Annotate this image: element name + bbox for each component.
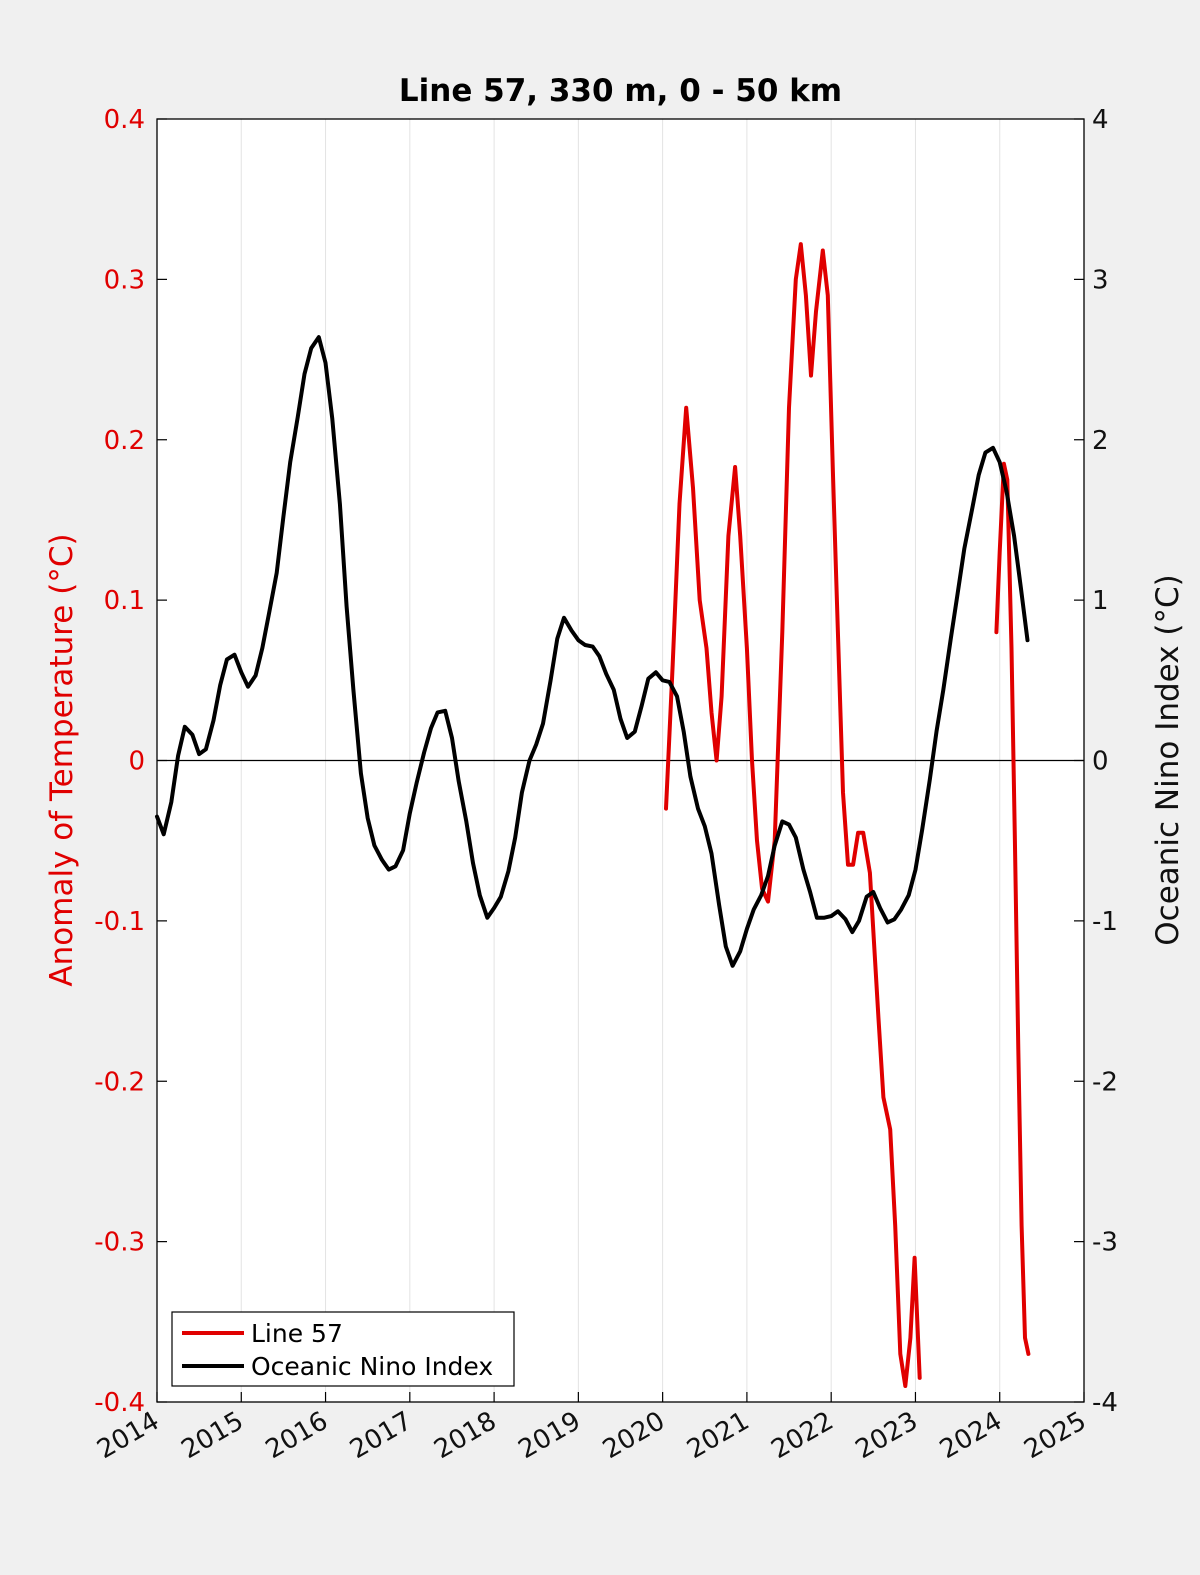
y-right-tick-label: -3 <box>1092 1228 1118 1258</box>
y-right-tick-label: -2 <box>1092 1067 1118 1097</box>
y-left-tick-label: 0 <box>128 747 145 777</box>
x-tick-label: 2015 <box>176 1406 248 1465</box>
y-left-axis-label: Anomaly of Temperature (°C) <box>44 533 80 986</box>
y-right-axis-label: Oceanic Nino Index (°C) <box>1150 574 1186 945</box>
x-tick-label: 2022 <box>766 1406 838 1465</box>
y-left-tick-label: 0.2 <box>104 426 145 456</box>
y-left-tick-label: 0.1 <box>104 586 145 616</box>
x-tick-label: 2016 <box>261 1406 333 1465</box>
series-line-line-57-segment-2 <box>994 461 1031 1356</box>
x-tick-label: 2025 <box>1019 1406 1091 1465</box>
y-left-tick-label: -0.1 <box>94 907 145 937</box>
y-right-tick-label: 0 <box>1092 747 1109 777</box>
y-right-tick-label: -1 <box>1092 907 1118 937</box>
legend: Line 57 Oceanic Nino Index <box>171 1311 515 1387</box>
y-left-tick-label: 0.4 <box>104 105 145 135</box>
legend-label-oni: Oceanic Nino Index <box>251 1352 493 1381</box>
y-right-tick-label: 2 <box>1092 426 1109 456</box>
x-tick-label: 2023 <box>851 1406 923 1465</box>
x-tick-label: 2020 <box>598 1406 670 1465</box>
y-right-tick-label: -4 <box>1092 1388 1118 1418</box>
series-line-line-57-segment-1 <box>664 242 922 1388</box>
x-tick-label: 2017 <box>345 1406 417 1465</box>
x-tick-label: 2019 <box>514 1406 586 1465</box>
y-left-tick-label: -0.2 <box>94 1067 145 1097</box>
y-left-tick-label: -0.4 <box>94 1388 145 1418</box>
series-line-oni-segment-1 <box>155 335 1030 968</box>
y-left-tick-label: 0.3 <box>104 265 145 295</box>
y-right-tick-label: 4 <box>1092 105 1109 135</box>
y-left-tick-label: -0.3 <box>94 1228 145 1258</box>
x-tick-label: 2018 <box>429 1406 501 1465</box>
y-right-tick-label: 3 <box>1092 265 1109 295</box>
series-lines <box>155 242 1031 1388</box>
chart-title: Line 57, 330 m, 0 - 50 km <box>399 73 842 109</box>
y-right-tick-label: 1 <box>1092 586 1109 616</box>
x-tick-label: 2024 <box>935 1406 1007 1465</box>
x-tick-label: 2021 <box>682 1406 754 1465</box>
legend-box <box>171 1311 515 1387</box>
legend-label-line-57: Line 57 <box>251 1319 343 1348</box>
